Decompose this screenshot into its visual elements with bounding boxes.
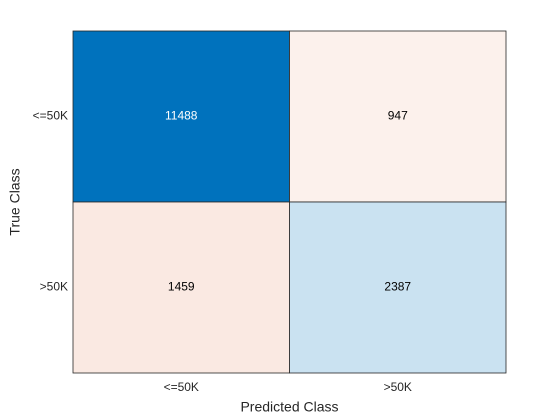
y-axis-title: True Class bbox=[7, 168, 23, 235]
y-tick-label: >50K bbox=[40, 280, 68, 294]
cell-label: 11488 bbox=[165, 109, 198, 123]
cell bbox=[72, 30, 290, 203]
y-tick-label: <=50K bbox=[33, 109, 68, 123]
x-axis-title: Predicted Class bbox=[240, 399, 338, 415]
x-tick-label: <=50K bbox=[164, 380, 199, 394]
cell bbox=[289, 30, 507, 203]
cell-label: 1459 bbox=[168, 280, 195, 294]
cell bbox=[289, 201, 507, 374]
cell-label: 2387 bbox=[384, 280, 411, 294]
cell-label: 947 bbox=[388, 109, 408, 123]
cell bbox=[72, 201, 290, 374]
x-tick-label: >50K bbox=[384, 380, 412, 394]
